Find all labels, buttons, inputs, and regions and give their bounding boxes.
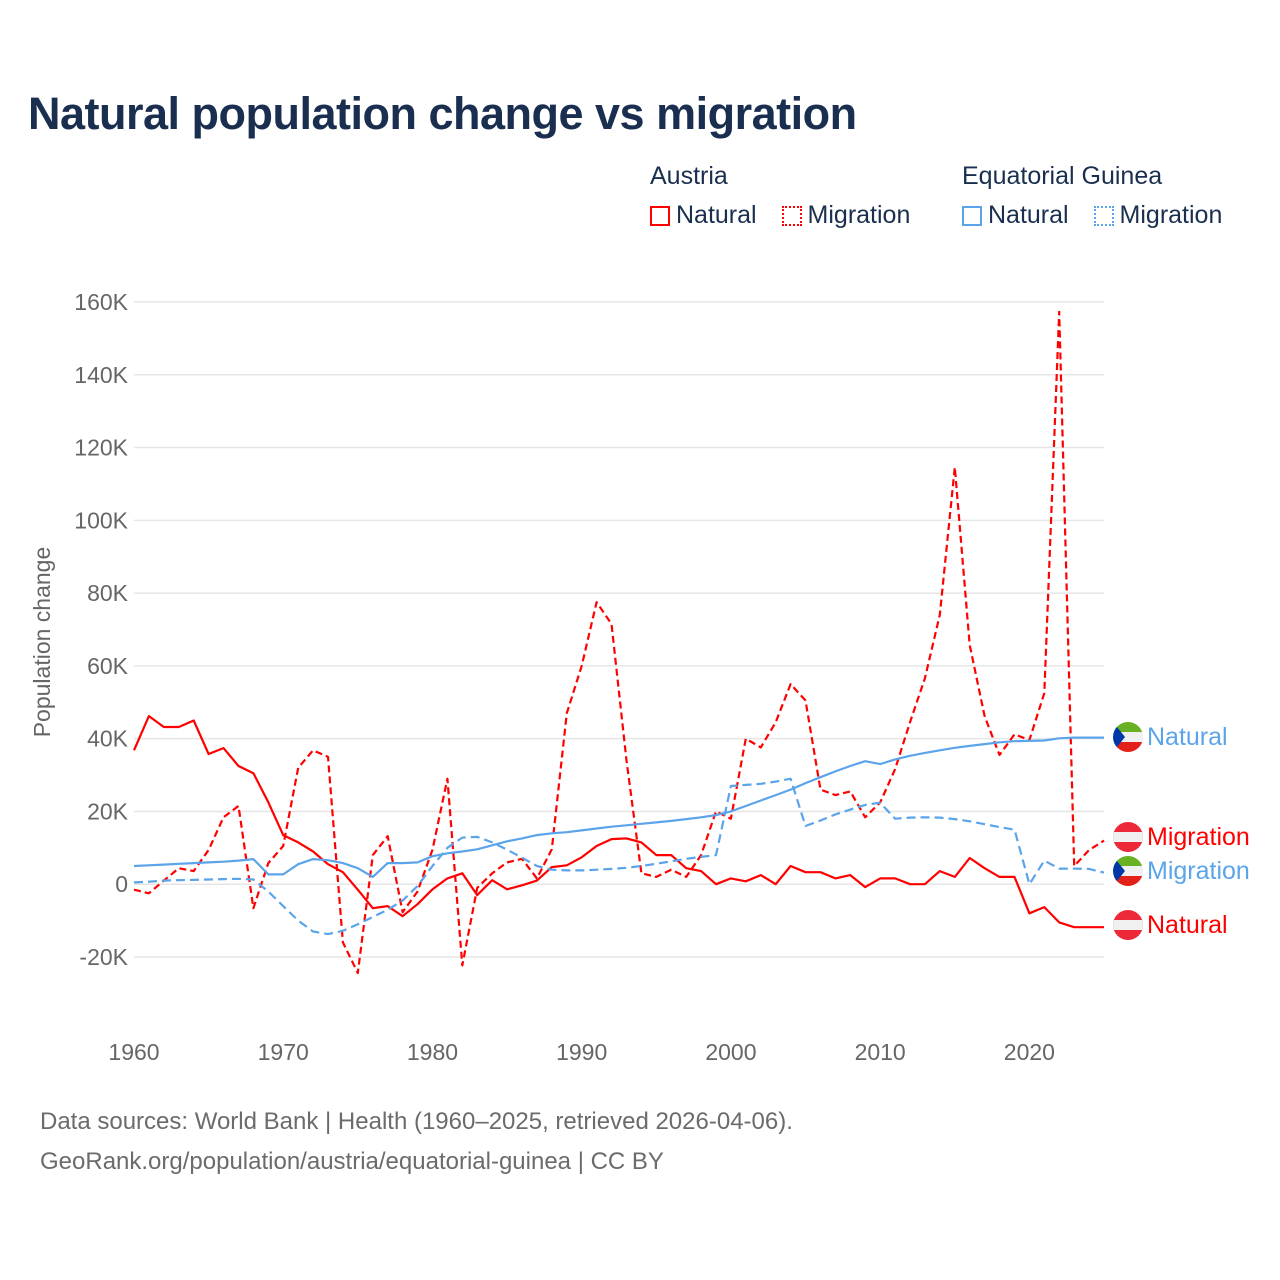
flag-stripe xyxy=(1113,856,1143,866)
flag-stripe xyxy=(1113,920,1143,930)
flag-stripe xyxy=(1113,722,1143,732)
flag-triangle xyxy=(1113,722,1125,752)
flag-body xyxy=(1113,856,1143,886)
legend-equatorial-guinea: Equatorial Guinea Natural Migration xyxy=(962,162,1222,233)
legend-label: Natural xyxy=(988,201,1069,229)
austria-flag-icon xyxy=(1113,910,1143,940)
legend-group-label: Equatorial Guinea xyxy=(962,162,1163,190)
y-tick-label: 120K xyxy=(74,435,128,461)
x-tick-label: 1970 xyxy=(258,1039,309,1065)
solid-swatch-icon xyxy=(962,205,982,226)
y-tick-label: 160K xyxy=(74,289,128,315)
dotted-swatch-icon xyxy=(1093,205,1114,226)
y-axis-label: Population change xyxy=(29,547,55,738)
equatorial-guinea-flag-icon xyxy=(1113,856,1143,886)
series-end-label: Migration xyxy=(1147,823,1250,851)
series-end-label: Migration xyxy=(1147,857,1250,885)
series-end-label: Natural xyxy=(1147,723,1228,751)
y-tick-label: 80K xyxy=(87,580,129,606)
y-tick-label: 100K xyxy=(74,507,128,533)
flag-stripe xyxy=(1113,732,1143,742)
equatorial-guinea-flag-icon xyxy=(1113,722,1143,752)
x-tick-label: 2000 xyxy=(705,1039,756,1065)
chart-title: Natural population change vs migration xyxy=(28,88,857,139)
x-tick-label: 1990 xyxy=(556,1039,607,1065)
series-line-equatorial-guinea-migration xyxy=(133,777,1105,936)
legend-austria: Austria Natural Migration xyxy=(650,162,928,233)
x-tick-label: 2010 xyxy=(855,1039,906,1065)
x-tick-label: 2020 xyxy=(1004,1039,1055,1065)
x-tick-label: 1980 xyxy=(407,1039,458,1065)
legend-label: Natural xyxy=(676,201,757,229)
footer-link[interactable]: GeoRank.org/population/austria/equatoria… xyxy=(40,1148,664,1175)
legend-group-label: Austria xyxy=(650,162,728,190)
flag-body xyxy=(1113,722,1143,752)
austria-flag-icon xyxy=(1113,822,1143,852)
footer-source: Data sources: World Bank | Health (1960–… xyxy=(40,1108,793,1135)
y-tick-label: 60K xyxy=(87,653,129,679)
y-tick-label: 140K xyxy=(74,362,128,388)
y-tick-label: 40K xyxy=(87,726,129,752)
legend-item-austria-migration[interactable]: Migration xyxy=(781,201,911,230)
flag-body xyxy=(1113,910,1143,940)
y-tick-label: -20K xyxy=(79,944,128,970)
flag-stripe xyxy=(1113,866,1143,876)
y-tick-label: 20K xyxy=(87,798,129,824)
legend-item-eg-migration[interactable]: Migration xyxy=(1093,201,1223,230)
series-line-equatorial-guinea-natural xyxy=(133,736,1104,878)
legend-label: Migration xyxy=(1119,201,1223,229)
flag-stripe xyxy=(1113,832,1143,842)
flag-stripe xyxy=(1113,876,1143,886)
x-tick-label: 1960 xyxy=(108,1039,159,1065)
flag-triangle xyxy=(1113,856,1125,886)
series-line-austria-natural xyxy=(132,715,1104,929)
flag-stripe xyxy=(1113,742,1143,752)
series-line-austria-migration xyxy=(133,310,1105,975)
series-end-label: Natural xyxy=(1147,911,1228,939)
legend-item-austria-natural[interactable]: Natural xyxy=(650,201,757,230)
flag-body xyxy=(1113,822,1143,852)
legend-label: Migration xyxy=(807,201,911,229)
legend-item-eg-natural[interactable]: Natural xyxy=(962,201,1069,230)
dotted-swatch-icon xyxy=(781,205,802,226)
y-tick-label: 0 xyxy=(115,871,128,897)
solid-swatch-icon xyxy=(650,205,670,226)
